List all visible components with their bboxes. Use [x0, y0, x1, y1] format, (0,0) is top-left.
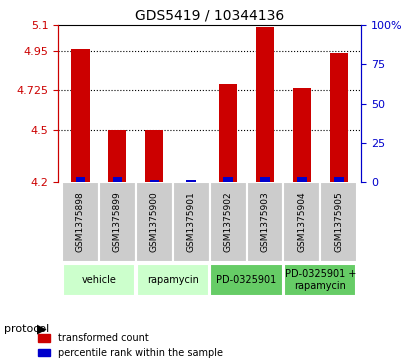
- Bar: [149, 180, 159, 182]
- Bar: [186, 180, 196, 182]
- Text: GSM1375898: GSM1375898: [76, 191, 85, 252]
- Text: GSM1375904: GSM1375904: [298, 191, 306, 252]
- FancyBboxPatch shape: [63, 264, 135, 296]
- Text: ▶: ▶: [37, 322, 47, 335]
- Bar: [297, 177, 307, 182]
- Title: GDS5419 / 10344136: GDS5419 / 10344136: [135, 9, 284, 23]
- Text: GSM1375905: GSM1375905: [334, 191, 343, 252]
- FancyBboxPatch shape: [173, 182, 210, 262]
- Text: GSM1375903: GSM1375903: [261, 191, 269, 252]
- Bar: [112, 177, 122, 182]
- Text: GSM1375900: GSM1375900: [150, 191, 159, 252]
- Bar: [219, 85, 237, 182]
- Text: GSM1375899: GSM1375899: [113, 191, 122, 252]
- Bar: [330, 53, 348, 181]
- Bar: [76, 177, 85, 182]
- Text: GSM1375901: GSM1375901: [187, 191, 195, 252]
- FancyBboxPatch shape: [137, 264, 209, 296]
- Bar: [71, 49, 90, 182]
- Bar: [223, 177, 233, 182]
- Legend: transformed count, percentile rank within the sample: transformed count, percentile rank withi…: [38, 333, 222, 358]
- FancyBboxPatch shape: [320, 182, 357, 262]
- Bar: [256, 27, 274, 182]
- Bar: [293, 88, 311, 182]
- Text: GSM1375902: GSM1375902: [224, 191, 232, 252]
- Bar: [334, 177, 344, 182]
- Text: PD-0325901: PD-0325901: [216, 275, 277, 285]
- FancyBboxPatch shape: [136, 182, 173, 262]
- Text: rapamycin: rapamycin: [146, 275, 198, 285]
- Text: protocol: protocol: [4, 323, 49, 334]
- FancyBboxPatch shape: [210, 264, 283, 296]
- FancyBboxPatch shape: [210, 182, 247, 262]
- Text: vehicle: vehicle: [81, 275, 116, 285]
- Bar: [108, 130, 127, 182]
- Bar: [260, 177, 270, 182]
- FancyBboxPatch shape: [283, 182, 320, 262]
- FancyBboxPatch shape: [62, 182, 99, 262]
- FancyBboxPatch shape: [247, 182, 283, 262]
- FancyBboxPatch shape: [99, 182, 136, 262]
- Text: PD-0325901 +
rapamycin: PD-0325901 + rapamycin: [285, 269, 356, 291]
- Bar: [145, 130, 164, 182]
- FancyBboxPatch shape: [284, 264, 356, 296]
